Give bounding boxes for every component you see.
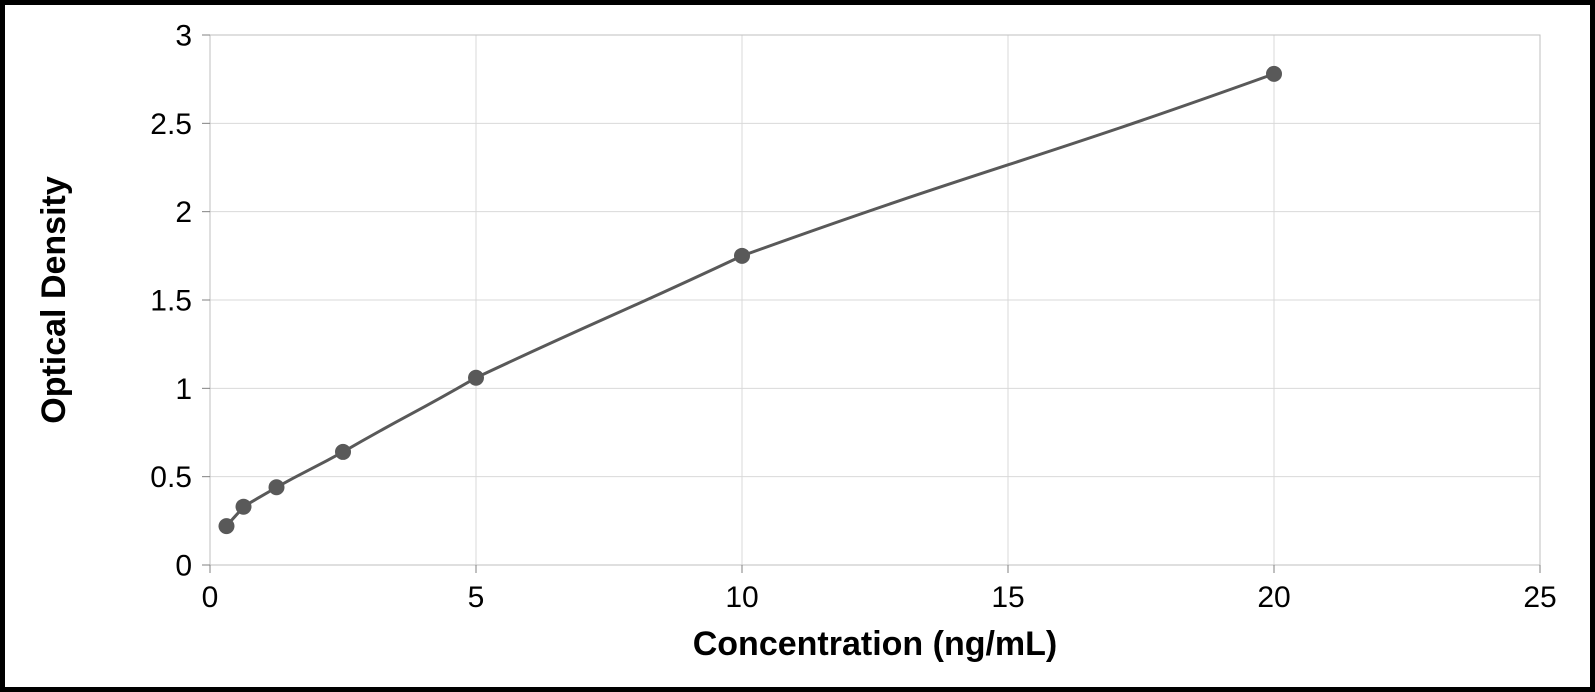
y-tick-label: 0 [175,550,192,583]
data-point [236,499,252,515]
x-tick-label: 5 [468,581,485,614]
y-tick-label: 1.5 [150,285,192,318]
data-point [468,370,484,386]
y-tick-label: 2 [175,196,192,229]
chart-wrapper: 0 5 10 15 20 25 0 0.5 1 1.5 2 2.5 3 Concentration (ng… [15,15,1580,677]
x-tick-label: 10 [725,581,758,614]
data-point [335,444,351,460]
data-point [1266,66,1282,82]
optical-density-chart: 0 5 10 15 20 25 0 0.5 1 1.5 2 2.5 3 Concentration (ng… [15,15,1590,687]
data-point [269,479,285,495]
y-tick-label: 3 [175,20,192,53]
x-tick-label: 15 [991,581,1024,614]
x-tick-label: 25 [1523,581,1556,614]
y-tick-label: 1 [175,373,192,406]
x-tick-label: 0 [202,581,219,614]
data-point [218,518,234,534]
data-point [734,248,750,264]
y-axis-label: Optical Density [35,176,73,424]
y-tick-label: 2.5 [150,108,192,141]
y-tick-label: 0.5 [150,461,192,494]
x-tick-label: 20 [1257,581,1290,614]
x-axis-label: Concentration (ng/mL) [693,625,1058,663]
chart-frame: 0 5 10 15 20 25 0 0.5 1 1.5 2 2.5 3 Concentration (ng… [0,0,1595,692]
